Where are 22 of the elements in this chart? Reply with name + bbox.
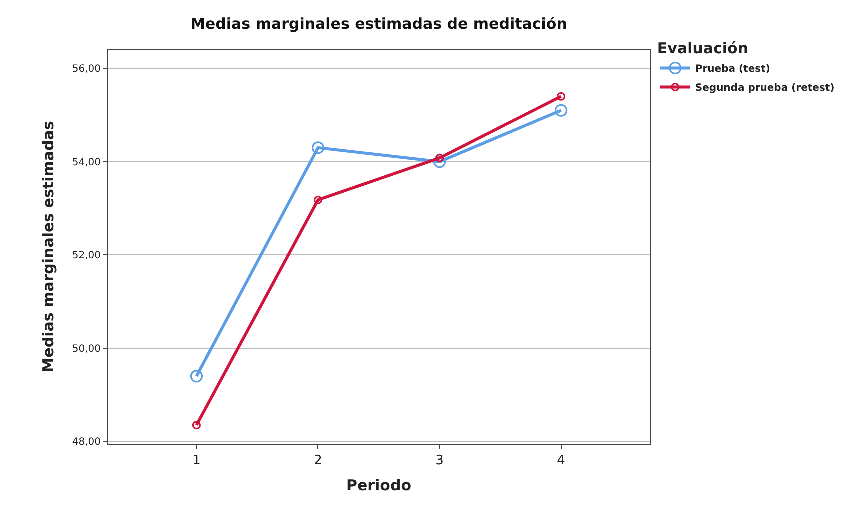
y-tick-label: 56,00 — [72, 64, 101, 76]
point — [190, 370, 204, 383]
x-tick-label: 1 — [192, 454, 201, 469]
point — [192, 421, 202, 430]
x-tick-label: 2 — [314, 454, 322, 469]
point — [314, 196, 323, 204]
point — [556, 92, 566, 101]
legend-label: Prueba (test) — [695, 64, 770, 76]
y-tick-label: 50,00 — [72, 344, 101, 355]
legend-title: Evaluación — [657, 40, 749, 58]
chart-title: Medias marginales estimadas de meditación — [190, 14, 568, 33]
y-tick-label: 54,00 — [72, 157, 101, 168]
y-tick-label: 52,00 — [72, 250, 101, 262]
y-axis-title: Medias marginales estimadas — [40, 121, 58, 373]
legend-label: Segunda prueba (retest) — [695, 83, 835, 94]
point — [554, 104, 568, 117]
y-tick-label: 48,00 — [72, 437, 101, 448]
x-axis-title: Periodo — [346, 476, 412, 495]
point — [433, 156, 446, 168]
x-tick-label: 3 — [436, 454, 444, 469]
point — [312, 142, 325, 154]
x-tick-label: 4 — [557, 454, 566, 469]
